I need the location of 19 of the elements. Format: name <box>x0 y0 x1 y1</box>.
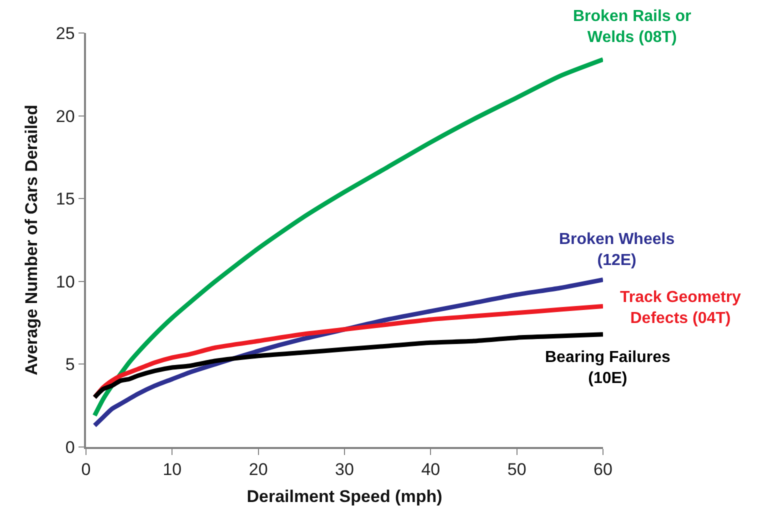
x-tick-label: 10 <box>162 460 182 480</box>
x-axis-title: Derailment Speed (mph) <box>246 487 442 506</box>
y-tick-label: 15 <box>56 190 75 209</box>
x-tick-label: 0 <box>81 460 91 480</box>
x-tick-label: 40 <box>421 460 440 480</box>
series-label: Track Geometry Defects (04T) <box>620 289 742 327</box>
series-label: Broken Rails or Welds (08T) <box>573 8 692 46</box>
y-tick-label: 5 <box>65 355 75 374</box>
y-tick-label: 20 <box>56 106 75 126</box>
series-label: Bearing Failures (10E) <box>545 349 670 387</box>
y-axis-title: Average Number of Cars Derailed <box>22 104 41 376</box>
y-tick-label: 10 <box>56 272 75 292</box>
x-tick-label: 60 <box>594 460 612 480</box>
series-label: Broken Wheels (12E) <box>559 231 675 269</box>
x-tick-label: 50 <box>507 460 526 480</box>
y-tick-label: 0 <box>65 438 75 457</box>
x-tick-label: 20 <box>248 460 268 480</box>
x-tick-label: 30 <box>335 460 354 480</box>
y-tick-label: 25 <box>56 24 75 43</box>
